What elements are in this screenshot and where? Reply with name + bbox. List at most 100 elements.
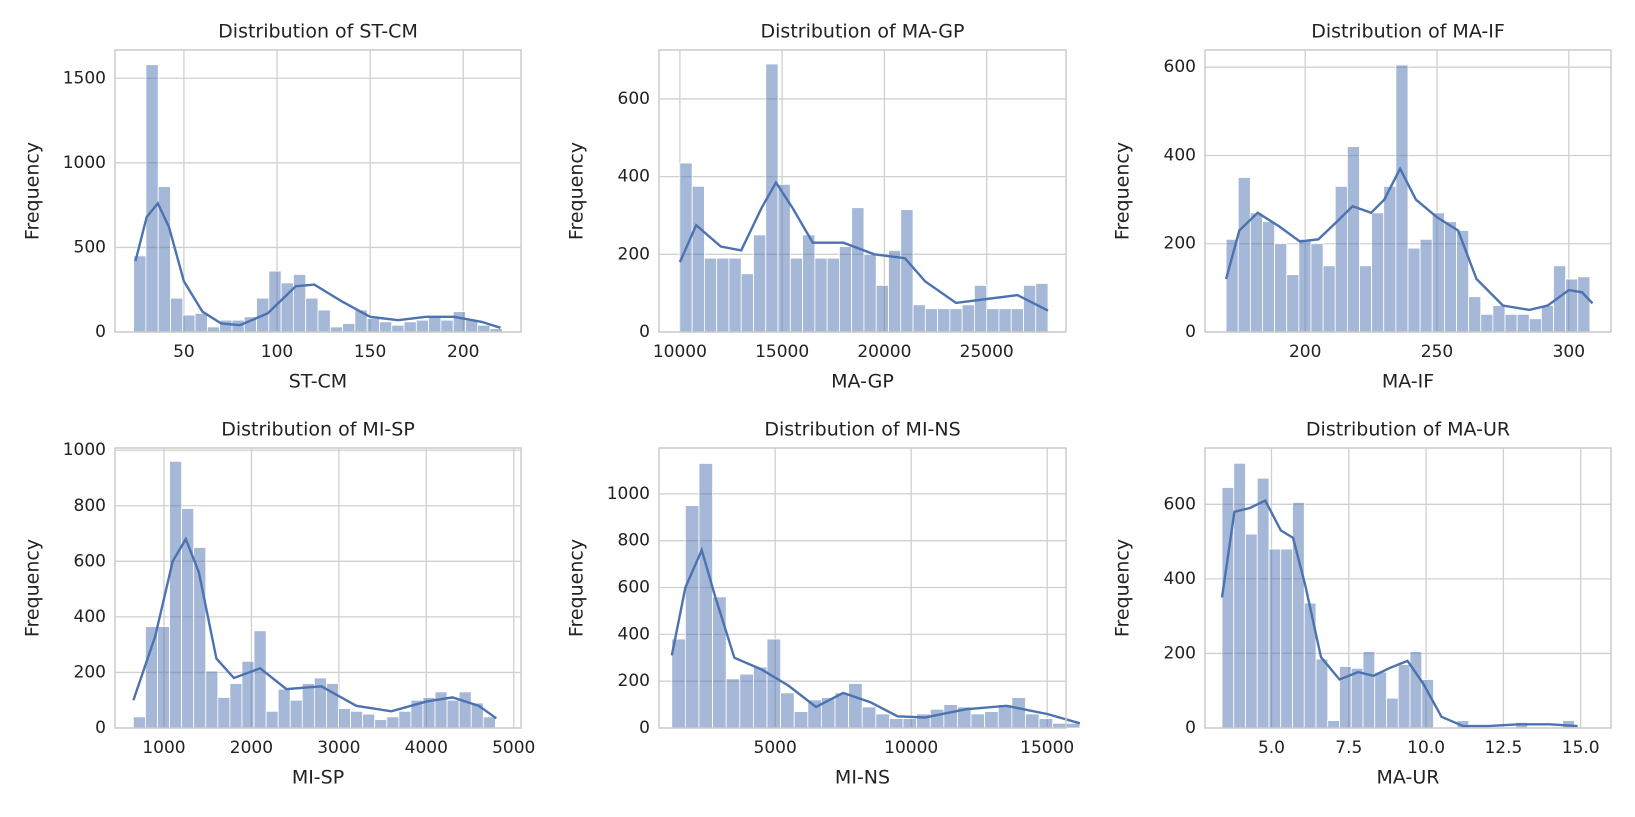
x-axis-label: ST-CM — [289, 371, 347, 393]
histogram-bar — [145, 626, 158, 729]
histogram-bar — [205, 670, 219, 729]
histogram-bar — [875, 284, 889, 333]
histogram-bar — [712, 596, 727, 729]
histogram-bar — [1528, 318, 1542, 333]
histogram-bar — [182, 314, 196, 333]
y-tick-label: 200 — [618, 671, 650, 691]
histogram-bar — [1516, 313, 1530, 333]
histogram-bar — [889, 718, 904, 729]
histogram-bar — [293, 274, 307, 333]
histogram-bar — [206, 326, 221, 333]
histogram-bar — [362, 713, 376, 729]
histogram-bar — [802, 234, 816, 333]
histogram-bar — [1262, 221, 1276, 333]
axes-frame — [114, 49, 522, 333]
axes-frame — [1204, 49, 1612, 333]
y-tick-label: 1000 — [607, 484, 650, 504]
y-tick-label: 400 — [618, 624, 650, 644]
histogram-bar — [1541, 305, 1554, 333]
histogram-bar — [1010, 308, 1024, 333]
y-tick-label: 400 — [1164, 569, 1196, 589]
histogram-bar — [902, 718, 918, 729]
y-tick-label: 800 — [74, 496, 106, 516]
y-tick-label: 1000 — [63, 153, 106, 173]
histogram-bar — [379, 321, 393, 333]
histogram-bar — [1383, 185, 1397, 333]
histogram-bar — [725, 678, 741, 729]
histogram-bar — [924, 308, 938, 333]
y-tick-label: 0 — [1185, 718, 1196, 738]
histogram-bar — [1023, 284, 1037, 333]
histogram-bar — [970, 713, 986, 729]
y-tick-label: 200 — [1164, 643, 1196, 663]
histogram-bar — [780, 692, 795, 729]
x-tick-label: 20000 — [857, 342, 911, 362]
histogram-bar — [170, 297, 184, 333]
x-tick-label: 2000 — [230, 738, 273, 758]
histogram-bar — [1386, 697, 1399, 729]
x-axis-label: MA-UR — [1377, 767, 1440, 789]
x-tick-label: 12.5 — [1484, 738, 1522, 758]
x-tick-label: 3000 — [317, 738, 360, 758]
y-tick-label: 0 — [95, 322, 106, 342]
histogram-bar — [1359, 265, 1373, 333]
histogram-bar — [1371, 212, 1385, 333]
histogram-bar — [937, 308, 951, 333]
kde-line — [134, 201, 501, 329]
histogram-bar — [386, 716, 400, 729]
histogram-bar — [834, 692, 850, 729]
histogram-bar — [1310, 243, 1324, 333]
histogram-bar — [1395, 64, 1409, 333]
histogram-bar — [1421, 679, 1434, 729]
y-tick-label: 200 — [1164, 234, 1196, 254]
y-tick-label: 0 — [639, 718, 650, 738]
histogram-bar — [415, 319, 430, 333]
y-tick-label: 600 — [1164, 57, 1196, 77]
histogram-bar — [949, 308, 963, 333]
histogram-bar — [1362, 651, 1376, 729]
x-tick-label: 10.0 — [1407, 738, 1445, 758]
histogram-bar — [814, 257, 828, 333]
chart-title: Distribution of ST-CM — [218, 21, 418, 43]
y-tick-label: 600 — [74, 551, 106, 571]
kde-line — [1220, 499, 1578, 728]
y-tick-label: 0 — [1185, 322, 1196, 342]
histogram-bar — [826, 257, 840, 333]
histogram-bar — [398, 710, 412, 729]
histogram-bar — [350, 710, 364, 729]
histogram-bar — [1038, 718, 1054, 729]
x-tick-label: 100 — [261, 342, 293, 362]
histogram-bar — [1065, 722, 1081, 729]
x-tick-label: 5.0 — [1258, 738, 1285, 758]
x-tick-label: 15000 — [1020, 738, 1074, 758]
histogram-bar — [728, 257, 742, 333]
histogram-bar — [766, 638, 782, 729]
histogram-bar — [793, 711, 809, 729]
histogram-bar — [366, 318, 380, 333]
histogram-bar — [875, 713, 890, 729]
axes-frame — [658, 447, 1067, 729]
kde-line — [1224, 166, 1594, 312]
histogram-bar — [912, 304, 926, 333]
histogram-bar — [217, 697, 231, 729]
histogram-bar — [132, 716, 146, 729]
chart-title: Distribution of MA-GP — [761, 21, 965, 43]
x-axis-label: MA-GP — [831, 371, 894, 393]
x-tick-label: 25000 — [960, 342, 1014, 362]
histogram-bar — [434, 691, 448, 729]
x-tick-label: 15000 — [755, 342, 809, 362]
histogram-bar — [943, 704, 958, 729]
chart-title: Distribution of MA-IF — [1311, 21, 1505, 43]
y-tick-label: 0 — [95, 718, 106, 738]
histogram-bar — [1443, 221, 1457, 333]
kde-line — [132, 536, 497, 720]
histogram-bar — [289, 699, 303, 729]
x-tick-label: 5000 — [492, 738, 535, 758]
histogram-bar — [452, 311, 466, 333]
histogram-bar — [317, 309, 331, 333]
histogram-bar — [458, 691, 472, 729]
y-tick-label: 400 — [1164, 145, 1196, 165]
y-tick-label: 1500 — [63, 68, 106, 88]
histogram-bar — [1577, 276, 1591, 333]
